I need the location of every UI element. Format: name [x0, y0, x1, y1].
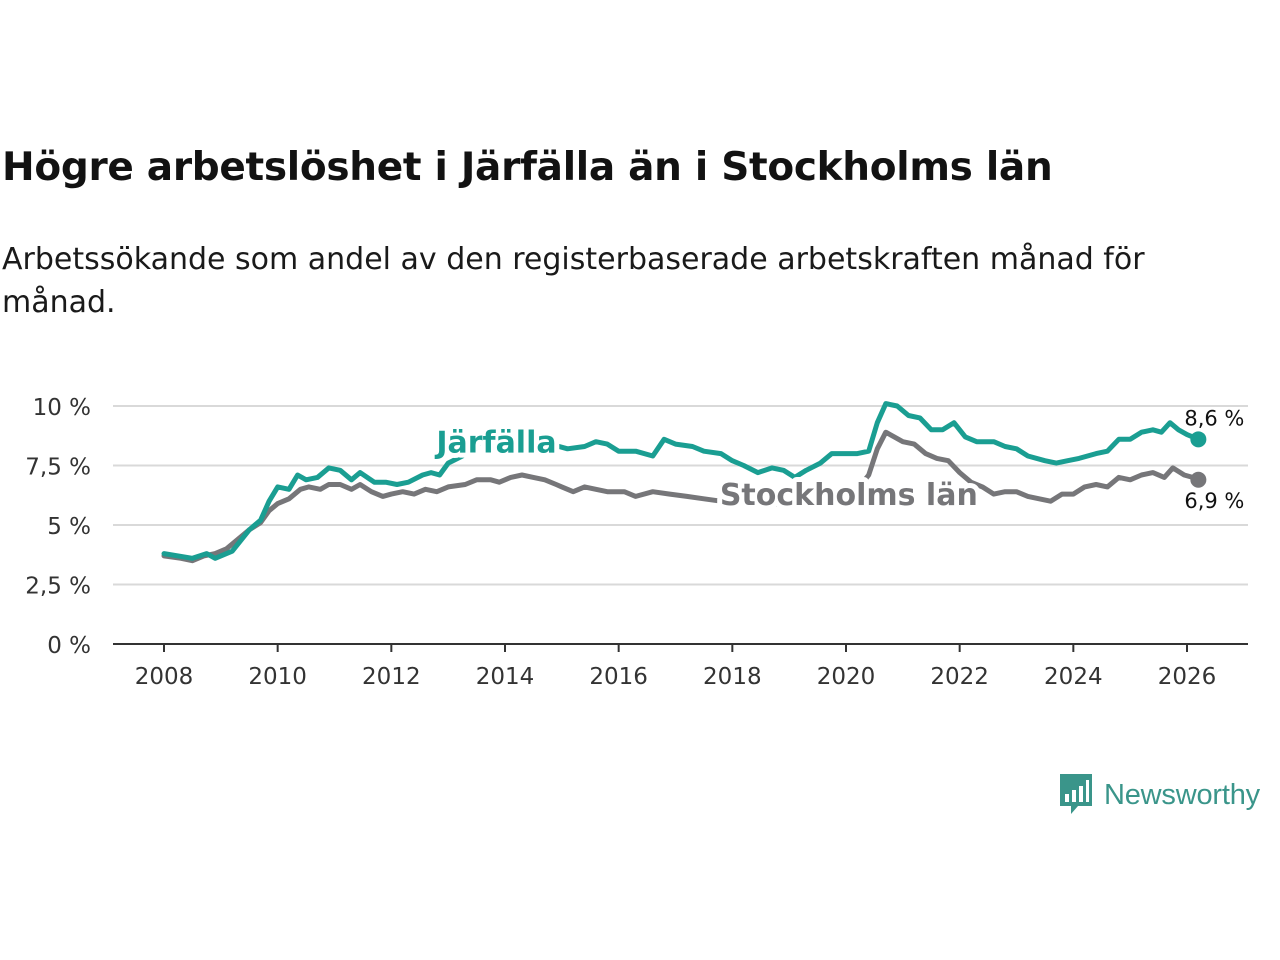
series-label-jarfalla: Järfälla	[434, 426, 556, 461]
chart-subtitle: Arbetssökande som andel av den registerb…	[2, 242, 1145, 320]
y-tick-label: 2,5 %	[25, 574, 91, 600]
x-tick-label: 2012	[362, 664, 421, 690]
x-tick-label: 2016	[589, 664, 648, 690]
x-tick-label: 2014	[476, 664, 535, 690]
x-tick-label: 2008	[135, 664, 194, 690]
y-tick-label: 7,5 %	[25, 455, 91, 481]
x-tick-label: 2024	[1044, 664, 1103, 690]
end-value-label: 8,6 %	[1184, 406, 1244, 430]
series-line-stockholms-lan	[161, 429, 1201, 564]
line-chart: 0 % 2,5 % 5 % 7,5 % 10 % 2008 2010 2012 2014 2016…	[25, 395, 1248, 690]
y-tick-label: 0 %	[47, 633, 91, 659]
y-tick-label: 10 %	[33, 395, 91, 421]
x-tick-label: 2020	[817, 664, 876, 690]
brand-name: Newsworthy	[1104, 778, 1260, 811]
x-tick-label: 2010	[248, 664, 307, 690]
chart-title: Högre arbetslöshet i Järfälla än i Stock…	[2, 145, 1053, 190]
end-point-stockholms-lan	[1190, 471, 1207, 488]
series-label-halo: Stockholms län	[720, 478, 978, 513]
y-tick-label: 5 %	[47, 514, 91, 540]
x-tick-label: 2018	[703, 664, 762, 690]
series-label-halo: Järfälla	[434, 426, 556, 461]
x-tick-label: 2022	[930, 664, 989, 690]
newsworthy-logo: Newsworthy	[1058, 772, 1260, 818]
bar-chart-speech-bubble-icon	[1060, 774, 1092, 814]
end-value-label: 6,9 %	[1184, 489, 1244, 513]
series-line-jarfalla	[161, 401, 1201, 561]
series-label-stockholms-lan: Stockholms län	[720, 478, 978, 513]
x-tick-label: 2026	[1158, 664, 1217, 690]
end-point-jarfalla	[1190, 431, 1207, 448]
